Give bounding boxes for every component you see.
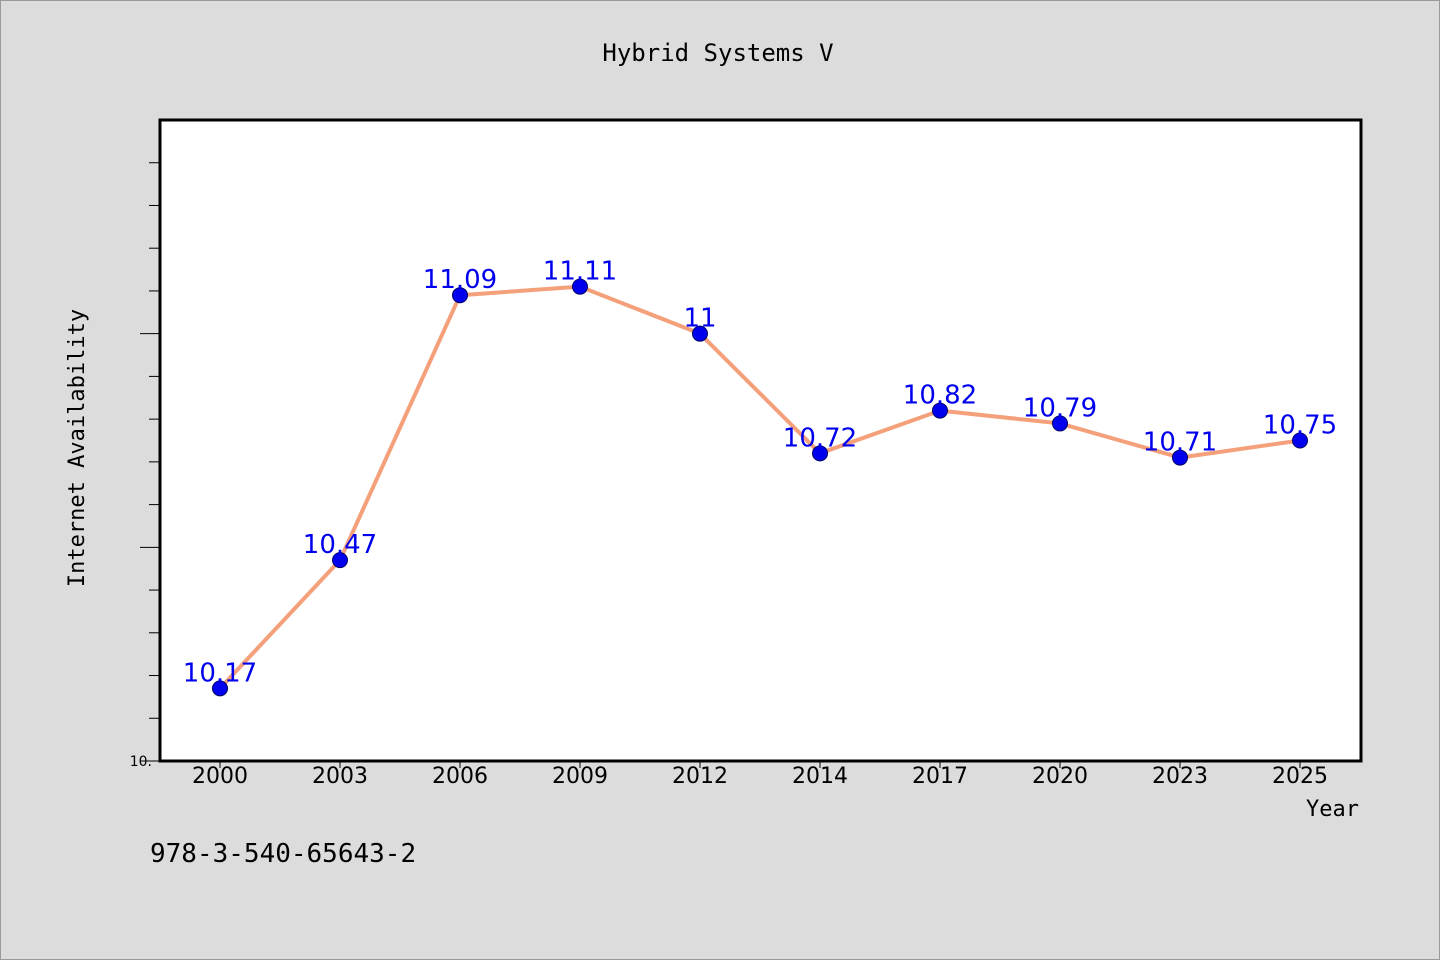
data-point bbox=[1052, 415, 1068, 432]
x-tick-label: 2020 bbox=[1032, 764, 1088, 789]
data-label: 11 bbox=[683, 304, 716, 334]
isbn-footer: 978-3-540-65643-2 bbox=[150, 839, 416, 869]
x-axis-ticks: 2000 2003 2006 2009 2012 2014 2017 2020 2023 2025 bbox=[192, 761, 1328, 789]
x-tick-label: 2012 bbox=[672, 764, 728, 789]
data-point bbox=[212, 680, 228, 697]
y-tick-label: 10. bbox=[130, 754, 152, 770]
chart-title: Hybrid Systems V bbox=[602, 39, 833, 67]
data-label: 11.11 bbox=[543, 257, 617, 287]
series-group: 10.17 10.47 11.09 11.11 11 10.72 10.82 10.79 10.… bbox=[183, 257, 1337, 697]
data-point bbox=[812, 445, 828, 462]
data-point bbox=[452, 287, 468, 304]
x-tick-label: 2017 bbox=[912, 764, 968, 789]
y-axis-label: Internet Availability bbox=[65, 309, 90, 587]
data-point bbox=[932, 402, 948, 419]
x-tick-label: 2014 bbox=[792, 764, 848, 789]
x-tick-label: 2000 bbox=[192, 764, 248, 789]
data-point bbox=[332, 552, 348, 569]
data-point bbox=[1172, 449, 1188, 466]
x-axis-label: Year bbox=[1306, 797, 1359, 822]
data-point bbox=[692, 325, 708, 342]
data-label: 11.09 bbox=[423, 265, 497, 295]
data-point bbox=[1292, 432, 1308, 449]
data-label: 10.71 bbox=[1143, 428, 1217, 458]
data-label: 10.79 bbox=[1023, 393, 1097, 423]
x-tick-label: 2006 bbox=[432, 764, 488, 789]
x-tick-label: 2025 bbox=[1272, 764, 1328, 789]
data-label: 10.75 bbox=[1263, 411, 1337, 441]
plot-area bbox=[158, 118, 1363, 763]
data-label: 10.82 bbox=[903, 381, 977, 411]
x-tick-label: 2009 bbox=[552, 764, 608, 789]
y-axis-ticks bbox=[140, 162, 159, 762]
x-tick-label: 2023 bbox=[1152, 764, 1208, 789]
data-label: 10.17 bbox=[183, 658, 257, 688]
x-tick-label: 2003 bbox=[312, 764, 368, 789]
series-line bbox=[218, 284, 1302, 691]
data-point bbox=[572, 278, 588, 295]
data-label: 10.47 bbox=[303, 530, 377, 560]
data-label: 10.72 bbox=[783, 423, 857, 453]
